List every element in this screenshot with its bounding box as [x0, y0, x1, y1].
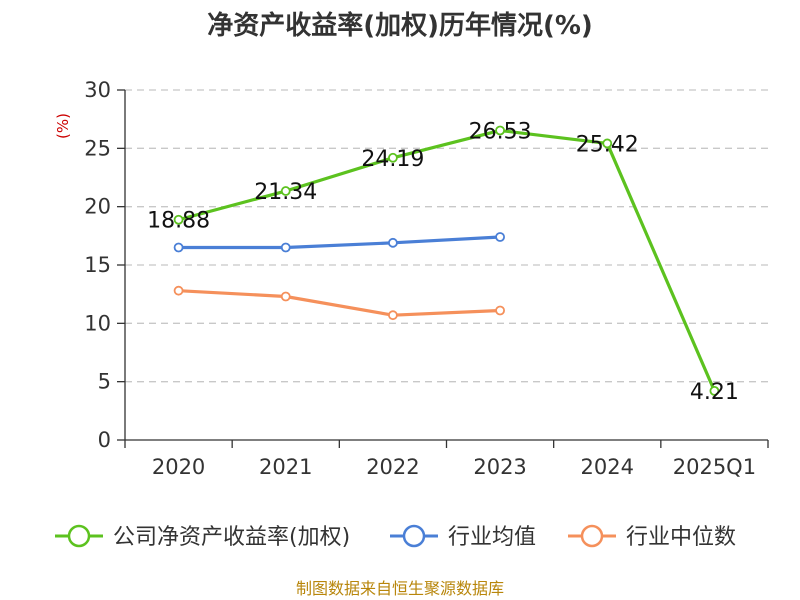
series-2-point-2020	[173, 285, 184, 296]
series-0-point-2022	[388, 152, 398, 163]
data-label-2021: 21.34	[254, 180, 317, 205]
series-line-1	[178, 235, 501, 250]
series-1-point-2021	[280, 242, 291, 253]
y-tick-label-20: 20	[84, 195, 111, 219]
series-layer	[173, 125, 720, 396]
data-label-2020: 18.88	[147, 209, 210, 234]
series-line-2	[178, 289, 501, 317]
y-tick-label-10: 10	[84, 311, 111, 335]
series-line-0	[178, 128, 716, 392]
y-tick-label-15: 15	[84, 253, 111, 277]
series-0-point-2020	[173, 214, 184, 225]
y-tick-label-30: 30	[84, 78, 111, 102]
data-label-2023: 26.53	[469, 119, 532, 144]
x-tick-label-2020: 2020	[152, 455, 205, 479]
legend-label: 行业均值	[448, 525, 536, 550]
legend-swatch-marker	[67, 524, 91, 548]
legend: 公司净资产收益率(加权) 行业均值 行业中位数	[55, 524, 736, 550]
y-tick-label-25: 25	[84, 136, 111, 160]
legend-item-2[interactable]: 行业中位数	[568, 524, 736, 550]
series-2-point-2023	[495, 305, 505, 316]
series-2-point-2022	[388, 310, 398, 321]
y-tick-label-5: 5	[98, 370, 111, 394]
legend-item-1[interactable]: 行业均值	[390, 524, 536, 550]
series-1-point-2022	[388, 237, 398, 248]
legend-label: 行业中位数	[626, 525, 736, 550]
legend-label: 公司净资产收益率(加权)	[113, 525, 350, 550]
series-1-point-2020	[173, 242, 184, 253]
data-label-2024: 25.42	[576, 132, 639, 157]
source-note: 制图数据来自恒生聚源数据库	[296, 579, 504, 598]
x-tick-label-2024: 2024	[581, 455, 634, 479]
chart-title: 净资产收益率(加权)历年情况(%)	[207, 10, 593, 41]
data-label-2025Q1: 4.21	[690, 380, 739, 405]
legend-item-0[interactable]: 公司净资产收益率(加权)	[55, 524, 350, 550]
data-labels: 18.88 21.34 24.19 26.53 25.42 4.21	[147, 119, 739, 404]
data-label-2022: 24.19	[361, 147, 424, 172]
series-1-point-2023	[495, 232, 505, 242]
series-0-point-2023	[495, 125, 505, 136]
x-tick-label-2021: 2021	[259, 455, 312, 479]
series-0-point-2025Q1	[709, 385, 720, 396]
series-2-point-2021	[280, 291, 291, 302]
series-0-point-2024	[602, 138, 613, 149]
legend-swatch-marker	[402, 524, 426, 548]
x-tick-label-2025Q1: 2025Q1	[673, 455, 756, 479]
x-tick-label-2022: 2022	[366, 455, 419, 479]
x-tick-label-2023: 2023	[473, 455, 526, 479]
legend-swatch-marker	[580, 524, 604, 548]
y-tick-label-0: 0	[98, 428, 111, 452]
y-axis-unit-label: (%)	[54, 113, 72, 139]
grid-lines	[125, 89, 768, 383]
axes: 0 5 10 15 20 25 30 2020 2021 2022 2023 2024 2025Q1	[84, 78, 769, 479]
series-0-point-2021	[280, 186, 291, 196]
